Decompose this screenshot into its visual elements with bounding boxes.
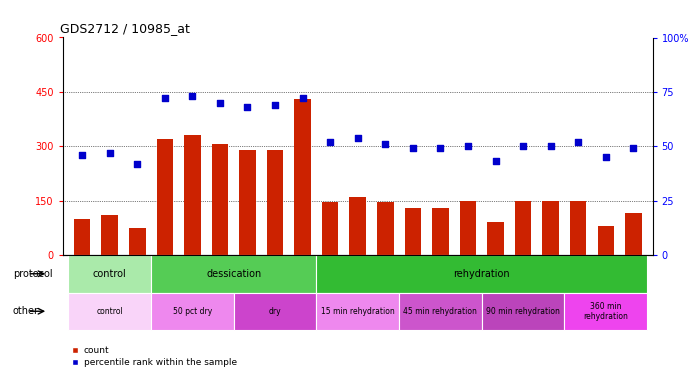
- Point: [77, 152, 88, 158]
- Bar: [515, 201, 531, 255]
- Point: [435, 146, 446, 152]
- Text: dry: dry: [269, 307, 281, 316]
- Text: rehydration: rehydration: [454, 269, 510, 279]
- Bar: [101, 215, 118, 255]
- Text: control: control: [96, 307, 123, 316]
- Bar: [74, 219, 90, 255]
- Text: control: control: [93, 269, 126, 279]
- Point: [214, 100, 225, 106]
- Bar: [570, 201, 586, 255]
- Bar: [68, 255, 151, 292]
- Text: 45 min rehydration: 45 min rehydration: [403, 307, 477, 316]
- Point: [325, 139, 336, 145]
- Bar: [239, 150, 255, 255]
- Bar: [487, 222, 504, 255]
- Bar: [316, 255, 647, 292]
- Bar: [542, 201, 559, 255]
- Bar: [68, 292, 151, 330]
- Bar: [350, 197, 366, 255]
- Point: [297, 95, 309, 101]
- Text: 50 pct dry: 50 pct dry: [172, 307, 212, 316]
- Text: other: other: [13, 306, 38, 316]
- Bar: [211, 144, 228, 255]
- Text: 360 min
rehydration: 360 min rehydration: [584, 302, 628, 321]
- Point: [380, 141, 391, 147]
- Point: [132, 160, 143, 166]
- Point: [628, 146, 639, 152]
- Text: 15 min rehydration: 15 min rehydration: [321, 307, 394, 316]
- Point: [517, 143, 528, 149]
- Bar: [184, 135, 200, 255]
- Text: GDS2712 / 10985_at: GDS2712 / 10985_at: [60, 22, 190, 35]
- Text: protocol: protocol: [13, 269, 52, 279]
- Text: dessication: dessication: [206, 269, 261, 279]
- Bar: [322, 202, 339, 255]
- Bar: [267, 150, 283, 255]
- Bar: [151, 292, 234, 330]
- Point: [407, 146, 418, 152]
- Point: [269, 102, 281, 108]
- Bar: [399, 292, 482, 330]
- Point: [462, 143, 473, 149]
- Bar: [432, 208, 449, 255]
- Bar: [597, 226, 614, 255]
- Bar: [625, 213, 641, 255]
- Bar: [316, 292, 399, 330]
- Bar: [377, 202, 394, 255]
- Bar: [234, 292, 316, 330]
- Point: [242, 104, 253, 110]
- Bar: [460, 201, 476, 255]
- Bar: [482, 292, 565, 330]
- Text: 90 min rehydration: 90 min rehydration: [486, 307, 560, 316]
- Point: [352, 135, 363, 141]
- Point: [104, 150, 115, 156]
- Point: [600, 154, 611, 160]
- Bar: [151, 255, 316, 292]
- Bar: [156, 139, 173, 255]
- Point: [572, 139, 584, 145]
- Legend: count, percentile rank within the sample: count, percentile rank within the sample: [67, 342, 240, 370]
- Point: [187, 93, 198, 99]
- Bar: [129, 228, 145, 255]
- Point: [159, 95, 170, 101]
- Bar: [565, 292, 647, 330]
- Point: [545, 143, 556, 149]
- Bar: [405, 208, 421, 255]
- Point: [490, 159, 501, 165]
- Bar: [295, 99, 311, 255]
